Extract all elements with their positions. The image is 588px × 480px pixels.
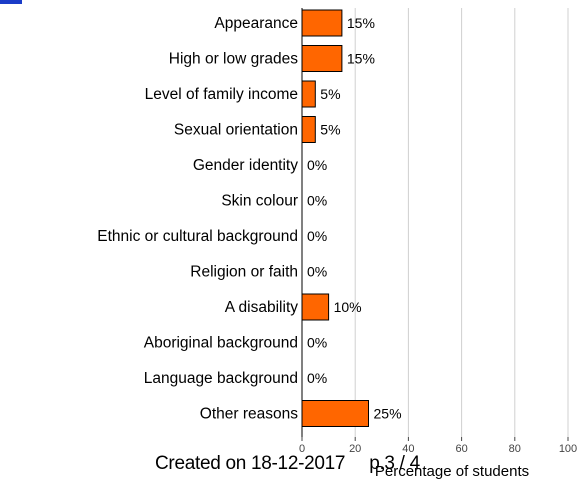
header-mark [0,0,22,4]
bar [301,80,316,108]
category-label: Other reasons [200,406,298,423]
page-number: p.3 / 4 [369,453,420,474]
created-date: Created on 18-12-2017 [155,453,346,474]
bar [301,9,343,37]
x-tick-label: 40 [402,443,414,455]
data-label: 15% [347,15,375,31]
x-tick-label: 0 [299,443,305,455]
category-label: A disability [225,299,298,316]
bar [301,400,369,427]
data-label: 0% [307,264,327,280]
category-label: Religion or faith [190,264,298,281]
data-label: 15% [347,51,375,67]
category-label: Level of family income [145,86,298,103]
category-label: High or low grades [169,51,298,68]
data-label: 0% [307,370,327,386]
data-label: 0% [307,157,327,173]
data-label: 0% [307,335,327,351]
bar [301,45,343,72]
category-label: Skin colour [221,193,298,210]
bar [301,116,316,143]
data-label: 25% [374,406,402,422]
category-label: Gender identity [193,157,298,174]
data-label: 10% [334,299,362,315]
category-label: Aboriginal background [144,335,298,352]
x-tick-label: 100 [559,443,577,455]
category-label: Appearance [214,15,298,32]
x-axis-title: Percentage of students [375,463,529,480]
data-label: 5% [320,86,340,102]
bar [301,293,330,321]
data-label: 0% [307,193,327,209]
category-label: Ethnic or cultural background [97,228,298,245]
category-label: Language background [144,370,298,387]
page-footer: Created on 18-12-2017 p.3 / 4 [155,453,420,475]
data-label: 0% [307,228,327,244]
x-tick-label: 80 [509,443,521,455]
category-label: Sexual orientation [174,122,298,139]
x-tick-label: 60 [455,443,467,455]
data-label: 5% [320,122,340,138]
x-tick-label: 20 [349,443,361,455]
